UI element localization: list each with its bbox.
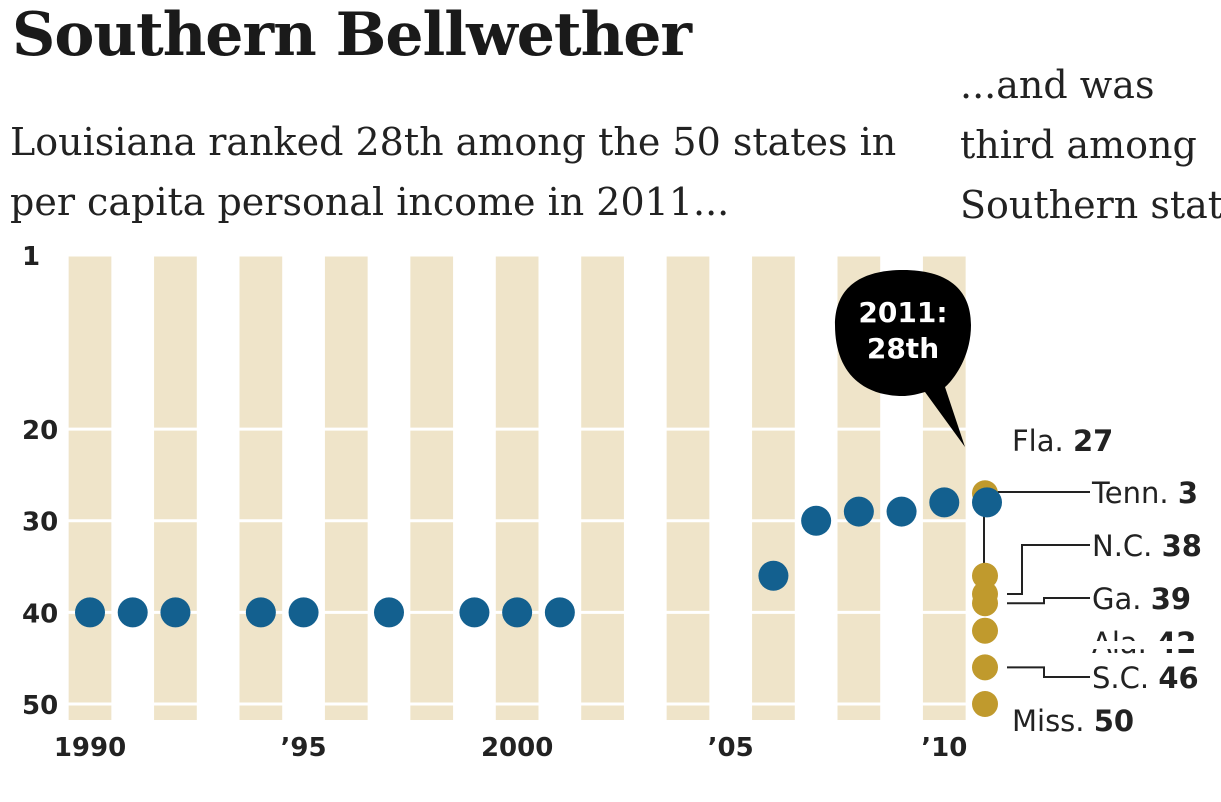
leader-line-ga <box>1007 597 1090 605</box>
state-rank: 27 <box>1073 424 1113 458</box>
chart-title: Southern Bellwether <box>12 0 692 70</box>
state-label-nc.: N.C. 38 <box>1092 529 1202 563</box>
year-band-1990 <box>68 255 112 720</box>
leader-line-nc. <box>1007 544 1090 596</box>
year-band-2000 <box>495 255 539 720</box>
louisiana-point-1995 <box>288 597 319 628</box>
louisiana-point-2007 <box>801 505 832 536</box>
x-tick-label: 2000 <box>481 733 553 763</box>
gridlines <box>50 253 1000 706</box>
label-mask <box>1060 641 1221 649</box>
southern-point-ala <box>972 617 998 644</box>
state-name: Tenn. <box>1091 476 1178 510</box>
louisiana-point-2009 <box>886 496 917 527</box>
state-name: N.C. <box>1092 529 1162 563</box>
y-tick-label: 40 <box>22 599 58 629</box>
state-rank: 39 <box>1151 582 1191 616</box>
state-rank: 38 <box>1162 529 1202 563</box>
southern-point-miss <box>972 691 998 717</box>
callout-bubble <box>835 270 971 447</box>
state-rank: 46 <box>1158 661 1198 695</box>
x-tick-label: ’10 <box>921 733 967 763</box>
southern-point-ga <box>972 590 998 617</box>
louisiana-point-2008 <box>843 496 874 527</box>
state-name: Ga. <box>1092 582 1151 616</box>
state-label-ga: Ga. 39 <box>1092 582 1191 616</box>
state-rank: 3 <box>1178 476 1198 510</box>
chart-subtitle-right: ...and was third among Southern state <box>960 55 1221 235</box>
y-tick-label: 30 <box>22 508 58 538</box>
x-tick-label: ’95 <box>281 733 327 763</box>
year-band-1996 <box>324 255 368 720</box>
louisiana-point-2001 <box>544 597 575 628</box>
southern-state-points <box>972 480 998 717</box>
y-tick-label: 20 <box>22 416 58 446</box>
louisiana-point-1994 <box>245 597 276 628</box>
x-tick-label: ’05 <box>708 733 754 763</box>
louisiana-point-2011 <box>972 487 1002 518</box>
year-band-1992 <box>154 255 197 720</box>
louisiana-point-2000 <box>502 597 533 628</box>
state-label-tenn: Tenn. 3 <box>1091 476 1198 510</box>
callout-line-2: 28th <box>867 332 939 365</box>
state-name: S.C. <box>1092 661 1158 695</box>
callout-2011: 2011:28th <box>835 270 971 447</box>
louisiana-point-1990 <box>75 597 105 628</box>
subtitle-right-line-3: Southern state <box>960 183 1221 227</box>
year-band-2004 <box>666 255 710 720</box>
state-name: Fla. <box>1012 424 1073 458</box>
y-tick-label: 50 <box>22 691 58 721</box>
louisiana-point-1991 <box>117 597 148 628</box>
x-tick-label: 1990 <box>54 733 126 763</box>
state-label-miss: Miss. 50 <box>1012 704 1134 738</box>
year-band-1994 <box>239 255 283 720</box>
year-band-1998 <box>410 255 454 720</box>
year-bands <box>68 255 966 720</box>
louisiana-point-1992 <box>160 597 191 628</box>
louisiana-point-2010 <box>929 487 960 518</box>
year-band-2006 <box>752 255 795 720</box>
louisiana-point-1999 <box>459 597 490 628</box>
state-name: Miss. <box>1012 704 1094 738</box>
x-axis-ticks: 1990 ’95 2000 ’05 ’10 <box>54 733 968 763</box>
y-axis-ticks: 1 20 30 40 50 <box>22 242 58 721</box>
state-label-sc.: S.C. 46 <box>1092 661 1199 695</box>
louisiana-point-1997 <box>374 597 404 628</box>
leader-line-sc. <box>1007 666 1090 678</box>
y-tick-label: 1 <box>22 242 40 272</box>
subtitle-right-line-2: third among <box>960 123 1197 167</box>
southern-point-sc. <box>972 654 998 681</box>
year-band-2002 <box>581 255 624 720</box>
subtitle-right-line-1: ...and was <box>960 63 1155 107</box>
state-label-fla: Fla. 27 <box>1012 424 1113 458</box>
callout-line-1: 2011: <box>858 296 947 329</box>
state-rank: 50 <box>1094 704 1134 738</box>
louisiana-point-2006 <box>758 560 789 591</box>
louisiana-points <box>75 487 1002 628</box>
southern-point-tenn <box>972 562 998 589</box>
chart-subtitle: Louisiana ranked 28th among the 50 state… <box>10 120 897 224</box>
